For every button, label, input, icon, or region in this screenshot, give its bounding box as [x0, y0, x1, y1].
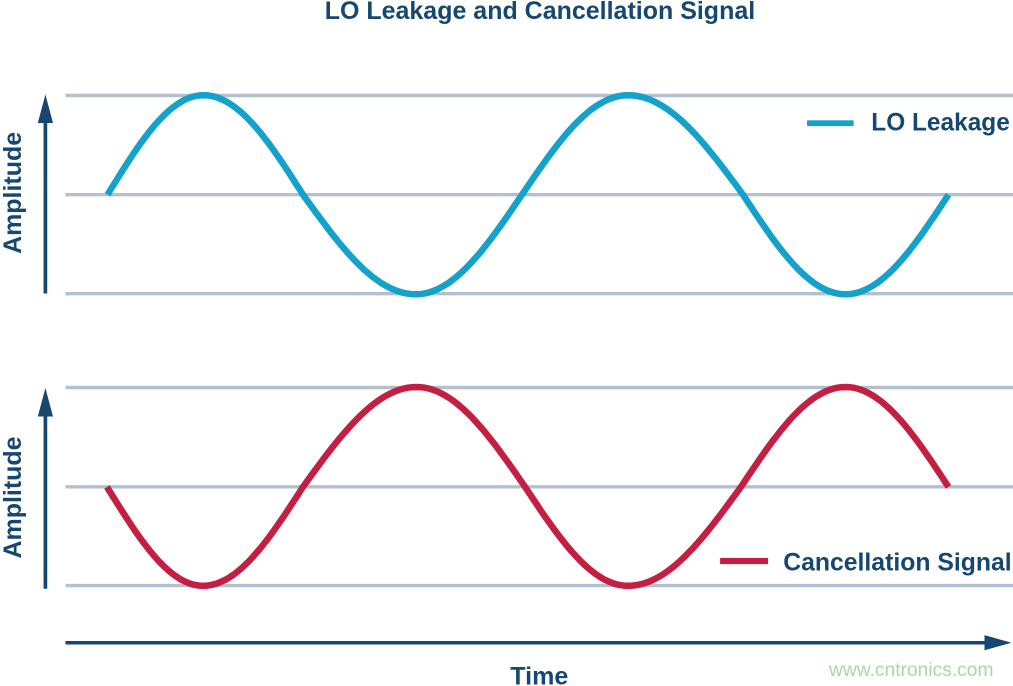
svg-text:Cancellation Signal: Cancellation Signal — [783, 548, 1012, 576]
svg-text:Amplitude: Amplitude — [0, 132, 27, 254]
svg-text:Time: Time — [510, 663, 568, 686]
svg-text:LO Leakage and Cancellation Si: LO Leakage and Cancellation Signal — [325, 0, 756, 25]
svg-text:Amplitude: Amplitude — [0, 436, 27, 558]
svg-text:LO Leakage: LO Leakage — [871, 109, 1010, 137]
svg-text:www.cntronics.com: www.cntronics.com — [828, 660, 994, 681]
